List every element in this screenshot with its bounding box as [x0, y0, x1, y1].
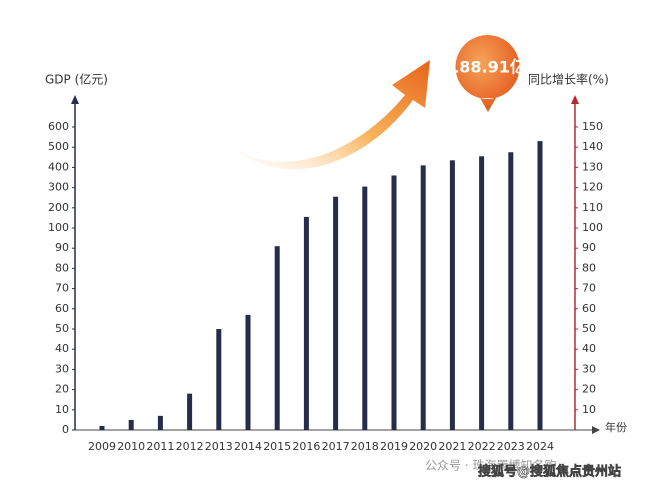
x-tick-label: 2014 [234, 440, 262, 453]
y-tick-label: 200 [48, 201, 69, 214]
y-tick-label: 400 [48, 160, 69, 173]
y2-tick-label: 10 [582, 403, 596, 416]
watermark: 搜狐号@搜狐焦点贵州站 [478, 464, 621, 480]
y-tick-label: 20 [55, 383, 69, 396]
y2-tick-label: 90 [582, 241, 596, 254]
y-tick-label: 90 [55, 241, 69, 254]
x-tick-label: 2010 [117, 440, 145, 453]
x-tick-label: 2019 [380, 440, 408, 453]
y2-tick-label: 30 [582, 362, 596, 375]
x-tick-label: 2013 [205, 440, 233, 453]
x-tick-label: 2016 [292, 440, 320, 453]
bar [420, 165, 426, 430]
bar [537, 141, 543, 430]
y-tick-label: 10 [55, 403, 69, 416]
y-tick-label: 100 [48, 221, 69, 234]
bar [157, 415, 163, 430]
x-tick-label: 2024 [526, 440, 554, 453]
y2-tick-label: 130 [582, 160, 603, 173]
x-axis-arrow [592, 426, 600, 434]
x-tick-label: 2011 [146, 440, 174, 453]
x-tick-label: 2022 [468, 440, 496, 453]
x-tick-label: 2012 [176, 440, 204, 453]
x-tick-label: 2020 [409, 440, 437, 453]
x-tick-label: 2021 [438, 440, 466, 453]
x-tick-label: 2015 [263, 440, 291, 453]
y-tick-label: 0 [62, 423, 69, 436]
y-tick-label: 60 [55, 302, 69, 315]
badge [455, 35, 520, 112]
y2-tick-label: 140 [582, 140, 603, 153]
y-tick-label: 300 [48, 181, 69, 194]
bar [274, 246, 280, 430]
bar [449, 160, 455, 430]
bar [303, 216, 309, 430]
y2-tick-label: 70 [582, 282, 596, 295]
bar [362, 186, 368, 430]
y-tick-label: 600 [48, 120, 69, 133]
bar [99, 425, 105, 430]
y2-tick-label: 120 [582, 181, 603, 194]
bar [391, 175, 397, 430]
y2-tick-label: 40 [582, 342, 596, 355]
bar [187, 393, 193, 430]
y2-axis-title: 同比增长率(%) [528, 72, 609, 87]
watermark: 公众号 · 珠海置博知名购 [425, 458, 556, 473]
x-tick-label: 2017 [322, 440, 350, 453]
y2-tick-label: 20 [582, 383, 596, 396]
bar [333, 196, 339, 430]
y2-tick-label: 80 [582, 261, 596, 274]
y2-tick-label: 110 [582, 201, 603, 214]
y-tick-label: 80 [55, 261, 69, 274]
x-tick-label: 2023 [497, 440, 525, 453]
bar [508, 152, 514, 430]
y-tick-label: 50 [55, 322, 69, 335]
bar [245, 314, 251, 430]
y-tick-label: 40 [55, 342, 69, 355]
y-tick-label: 70 [55, 282, 69, 295]
bar [216, 329, 222, 430]
y2-tick-label: 100 [582, 221, 603, 234]
x-axis-title: 年份 [605, 420, 627, 434]
y-tick-label: 30 [55, 362, 69, 375]
x-tick-label: 2018 [351, 440, 379, 453]
decorative-arrow [235, 60, 430, 170]
y-axis-title: GDP (亿元) [45, 72, 108, 87]
y-axis-arrow [71, 95, 79, 104]
bar [479, 156, 485, 431]
y2-tick-label: 150 [582, 120, 603, 133]
bar [128, 419, 134, 430]
y-tick-label: 500 [48, 140, 69, 153]
badge-text: 188.91亿 [448, 58, 526, 77]
y2-tick-label: 60 [582, 302, 596, 315]
y2-tick-label: 50 [582, 322, 596, 335]
y2-axis-arrow [571, 95, 579, 104]
x-tick-label: 2009 [88, 440, 116, 453]
